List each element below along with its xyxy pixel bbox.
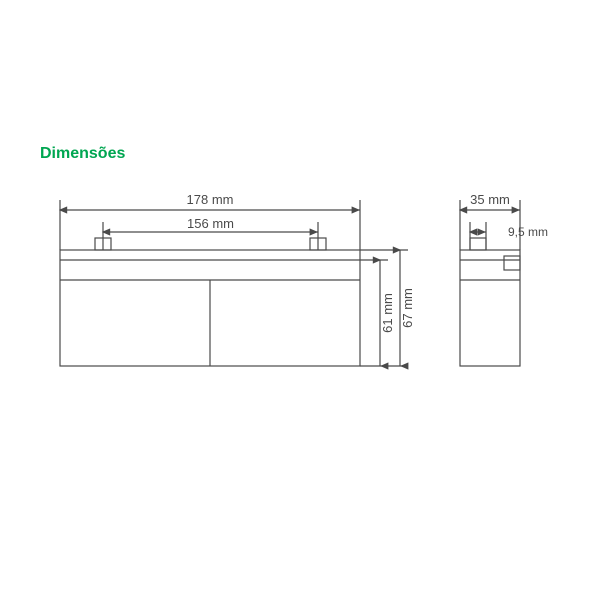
side-notch xyxy=(504,256,520,270)
side-outline xyxy=(460,250,520,366)
dimension-drawing: 178 mm 156 mm 67 mm 61 mm 35 mm 9,5 mm xyxy=(0,0,600,600)
side-terminal xyxy=(470,238,486,250)
dim-9_5-label: 9,5 mm xyxy=(508,225,548,239)
dim-61-label: 61 mm xyxy=(380,293,395,333)
dim-156-label: 156 mm xyxy=(187,216,234,231)
dim-35-label: 35 mm xyxy=(470,192,510,207)
dim-67-label: 67 mm xyxy=(400,288,415,328)
dim-178-label: 178 mm xyxy=(187,192,234,207)
